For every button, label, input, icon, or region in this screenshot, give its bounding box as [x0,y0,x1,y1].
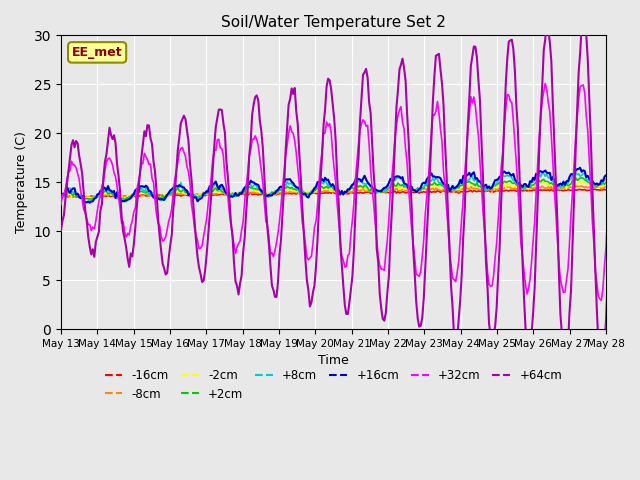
X-axis label: Time: Time [318,354,349,367]
Text: EE_met: EE_met [72,46,122,59]
Legend: -16cm, -8cm, -2cm, +2cm, +8cm, +16cm, +32cm, +64cm: -16cm, -8cm, -2cm, +2cm, +8cm, +16cm, +3… [100,364,567,405]
Y-axis label: Temperature (C): Temperature (C) [15,131,28,233]
Title: Soil/Water Temperature Set 2: Soil/Water Temperature Set 2 [221,15,446,30]
